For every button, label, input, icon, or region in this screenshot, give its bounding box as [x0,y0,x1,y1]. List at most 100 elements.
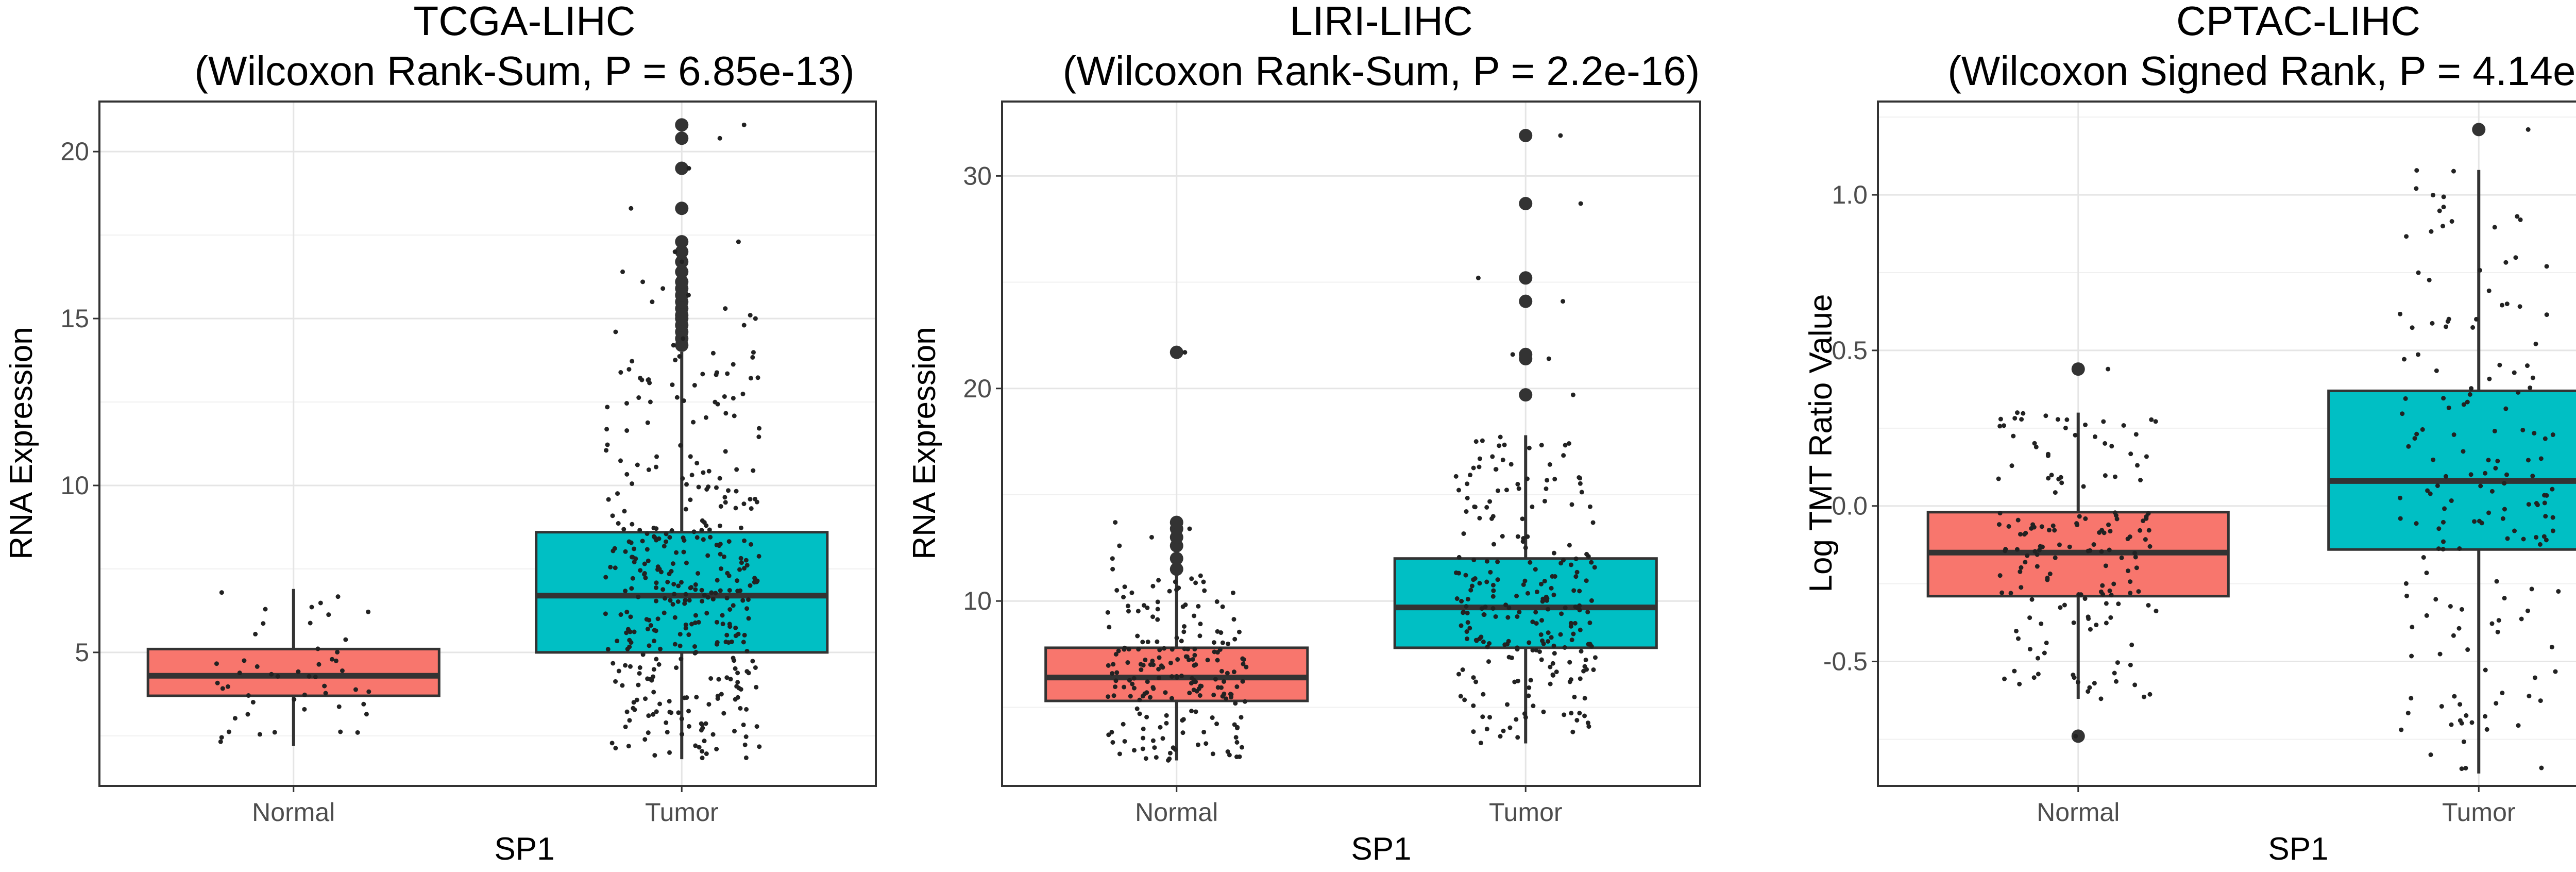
jitter-point [751,468,756,473]
jitter-point [740,391,745,396]
jitter-point [2470,325,2476,330]
jitter-point [652,628,657,633]
jitter-point [2532,675,2537,680]
jitter-point [1175,657,1180,662]
jitter-point [651,674,656,679]
jitter-point [620,683,625,688]
jitter-point [1550,574,1555,579]
jitter-point [1110,556,1115,561]
jitter-point [1155,617,1160,622]
jitter-point [1573,556,1579,561]
jitter-point [628,664,633,669]
jitter-point [706,468,711,474]
jitter-point [686,709,691,714]
jitter-point [704,523,709,528]
jitter-point [637,671,642,676]
jitter-point [709,590,714,595]
jitter-point [2465,399,2470,405]
jitter-point [618,458,623,463]
jitter-point [1546,356,1551,361]
jitter-point [637,528,642,533]
jitter-point [2530,375,2535,380]
jitter-point [1228,695,1233,700]
jitter-point [1463,573,1468,578]
jitter-point [1113,520,1118,525]
jitter-point [675,599,681,604]
jitter-point [1201,730,1207,735]
x-tick-label: Tumor [645,798,719,827]
jitter-point [1548,681,1553,686]
jitter-point [2533,341,2538,346]
jitter-point [652,639,657,644]
jitter-point [1114,670,1120,675]
jitter-point [1524,476,1530,481]
jitter-point [697,745,702,750]
jitter-point [741,501,747,507]
jitter-point [629,540,634,545]
jitter-point [2459,607,2464,612]
jitter-point [2100,583,2105,588]
jitter-point [721,554,726,559]
panel-tcga-lihc: TCGA-LIHC (Wilcoxon Rank-Sum, P = 6.85e-… [4,0,877,867]
jitter-point [1495,577,1500,582]
jitter-point [2052,528,2057,533]
jitter-point [1591,667,1596,673]
jitter-point [1471,729,1476,734]
jitter-point [1484,579,1489,584]
jitter-point [667,699,672,704]
y-tick-label: 15 [60,304,89,333]
jitter-point [302,692,307,697]
jitter-point [660,587,666,592]
jitter-point [2015,517,2021,523]
jitter-point [1509,462,1514,467]
jitter-point [742,632,747,638]
jitter-point [1234,740,1240,745]
jitter-point [1140,640,1145,645]
jitter-point [678,443,683,448]
jitter-point [1170,674,1175,679]
jitter-point [654,709,659,714]
jitter-point [1148,662,1153,667]
jitter-point [1456,571,1462,576]
jitter-point [2441,224,2446,229]
jitter-point [703,415,708,420]
jitter-point [2138,528,2143,533]
jitter-point [1174,635,1179,641]
jitter-point [1514,594,1519,599]
jitter-point [744,563,750,568]
jitter-point [1488,569,1493,575]
jitter-point [731,656,736,661]
jitter-point [1131,676,1137,681]
jitter-point [2543,436,2548,441]
jitter-point [756,434,761,440]
jitter-point [645,547,650,552]
jitter-point [701,537,706,542]
jitter-point [1542,498,1547,504]
outlier-point [675,131,689,145]
jitter-point [2092,681,2097,686]
jitter-point [679,716,684,722]
jitter-point [2082,596,2088,601]
jitter-point [1486,659,1492,664]
jitter-point [754,499,759,505]
jitter-point [2550,528,2555,533]
jitter-point [714,747,719,752]
jitter-point [728,677,733,682]
jitter-point [622,509,627,514]
jitter-point [740,598,745,603]
jitter-point [1533,610,1538,615]
jitter-point [1554,669,1559,675]
jitter-point [1582,696,1587,701]
jitter-point [750,659,755,664]
jitter-point [717,476,722,481]
jitter-point [1506,655,1512,660]
jitter-point [1202,588,1207,593]
jitter-point [1127,678,1132,683]
jitter-point [2045,577,2050,582]
jitter-point [724,632,730,638]
jitter-point [2062,602,2067,608]
jitter-point [2449,219,2454,224]
jitter-point [664,720,669,725]
jitter-point [1493,467,1498,472]
jitter-point [2106,366,2111,372]
